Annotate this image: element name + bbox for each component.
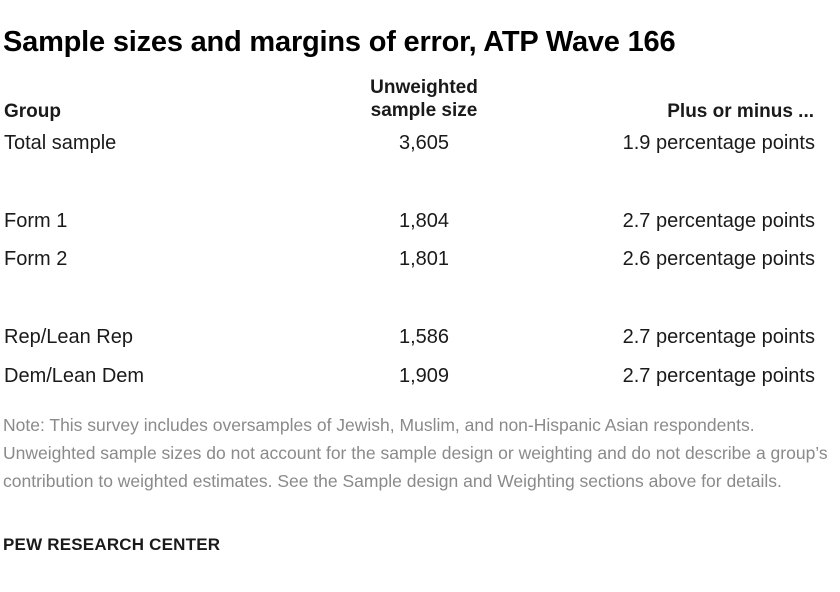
column-header-group: Group [4, 101, 61, 122]
source-credit: PEW RESEARCH CENTER [3, 535, 221, 554]
table-title: Sample sizes and margins of error, ATP W… [3, 26, 676, 58]
row-sample-size: 3,605 [398, 132, 450, 154]
row-group-label: Rep/Lean Rep [4, 326, 133, 348]
row-margin-of-error: 2.7 percentage points [622, 326, 815, 348]
table-row: Total sample 3,605 1.9 percentage points [0, 132, 840, 162]
row-sample-size: 1,586 [398, 326, 450, 348]
row-sample-size: 1,909 [398, 365, 450, 387]
row-group-label: Form 2 [4, 248, 68, 270]
row-margin-of-error: 2.6 percentage points [622, 248, 815, 270]
row-margin-of-error: 1.9 percentage points [622, 132, 815, 154]
row-sample-size: 1,801 [398, 248, 450, 270]
table-row: Dem/Lean Dem 1,909 2.7 percentage points [0, 365, 840, 395]
column-header-margin-of-error: Plus or minus ... [667, 101, 814, 122]
table-row: Form 2 1,801 2.6 percentage points [0, 248, 840, 278]
table-note: Note: This survey includes oversamples o… [3, 415, 828, 491]
column-header-sample-size: Unweighted sample size [370, 77, 478, 121]
table-row: Rep/Lean Rep 1,586 2.7 percentage points [0, 326, 840, 356]
row-margin-of-error: 2.7 percentage points [622, 210, 815, 232]
row-group-label: Form 1 [4, 210, 68, 232]
row-sample-size: 1,804 [398, 210, 450, 232]
table-row: Form 1 1,804 2.7 percentage points [0, 210, 840, 240]
row-group-label: Dem/Lean Dem [4, 365, 145, 387]
row-group-label: Total sample [4, 132, 117, 154]
row-margin-of-error: 2.7 percentage points [622, 365, 815, 387]
